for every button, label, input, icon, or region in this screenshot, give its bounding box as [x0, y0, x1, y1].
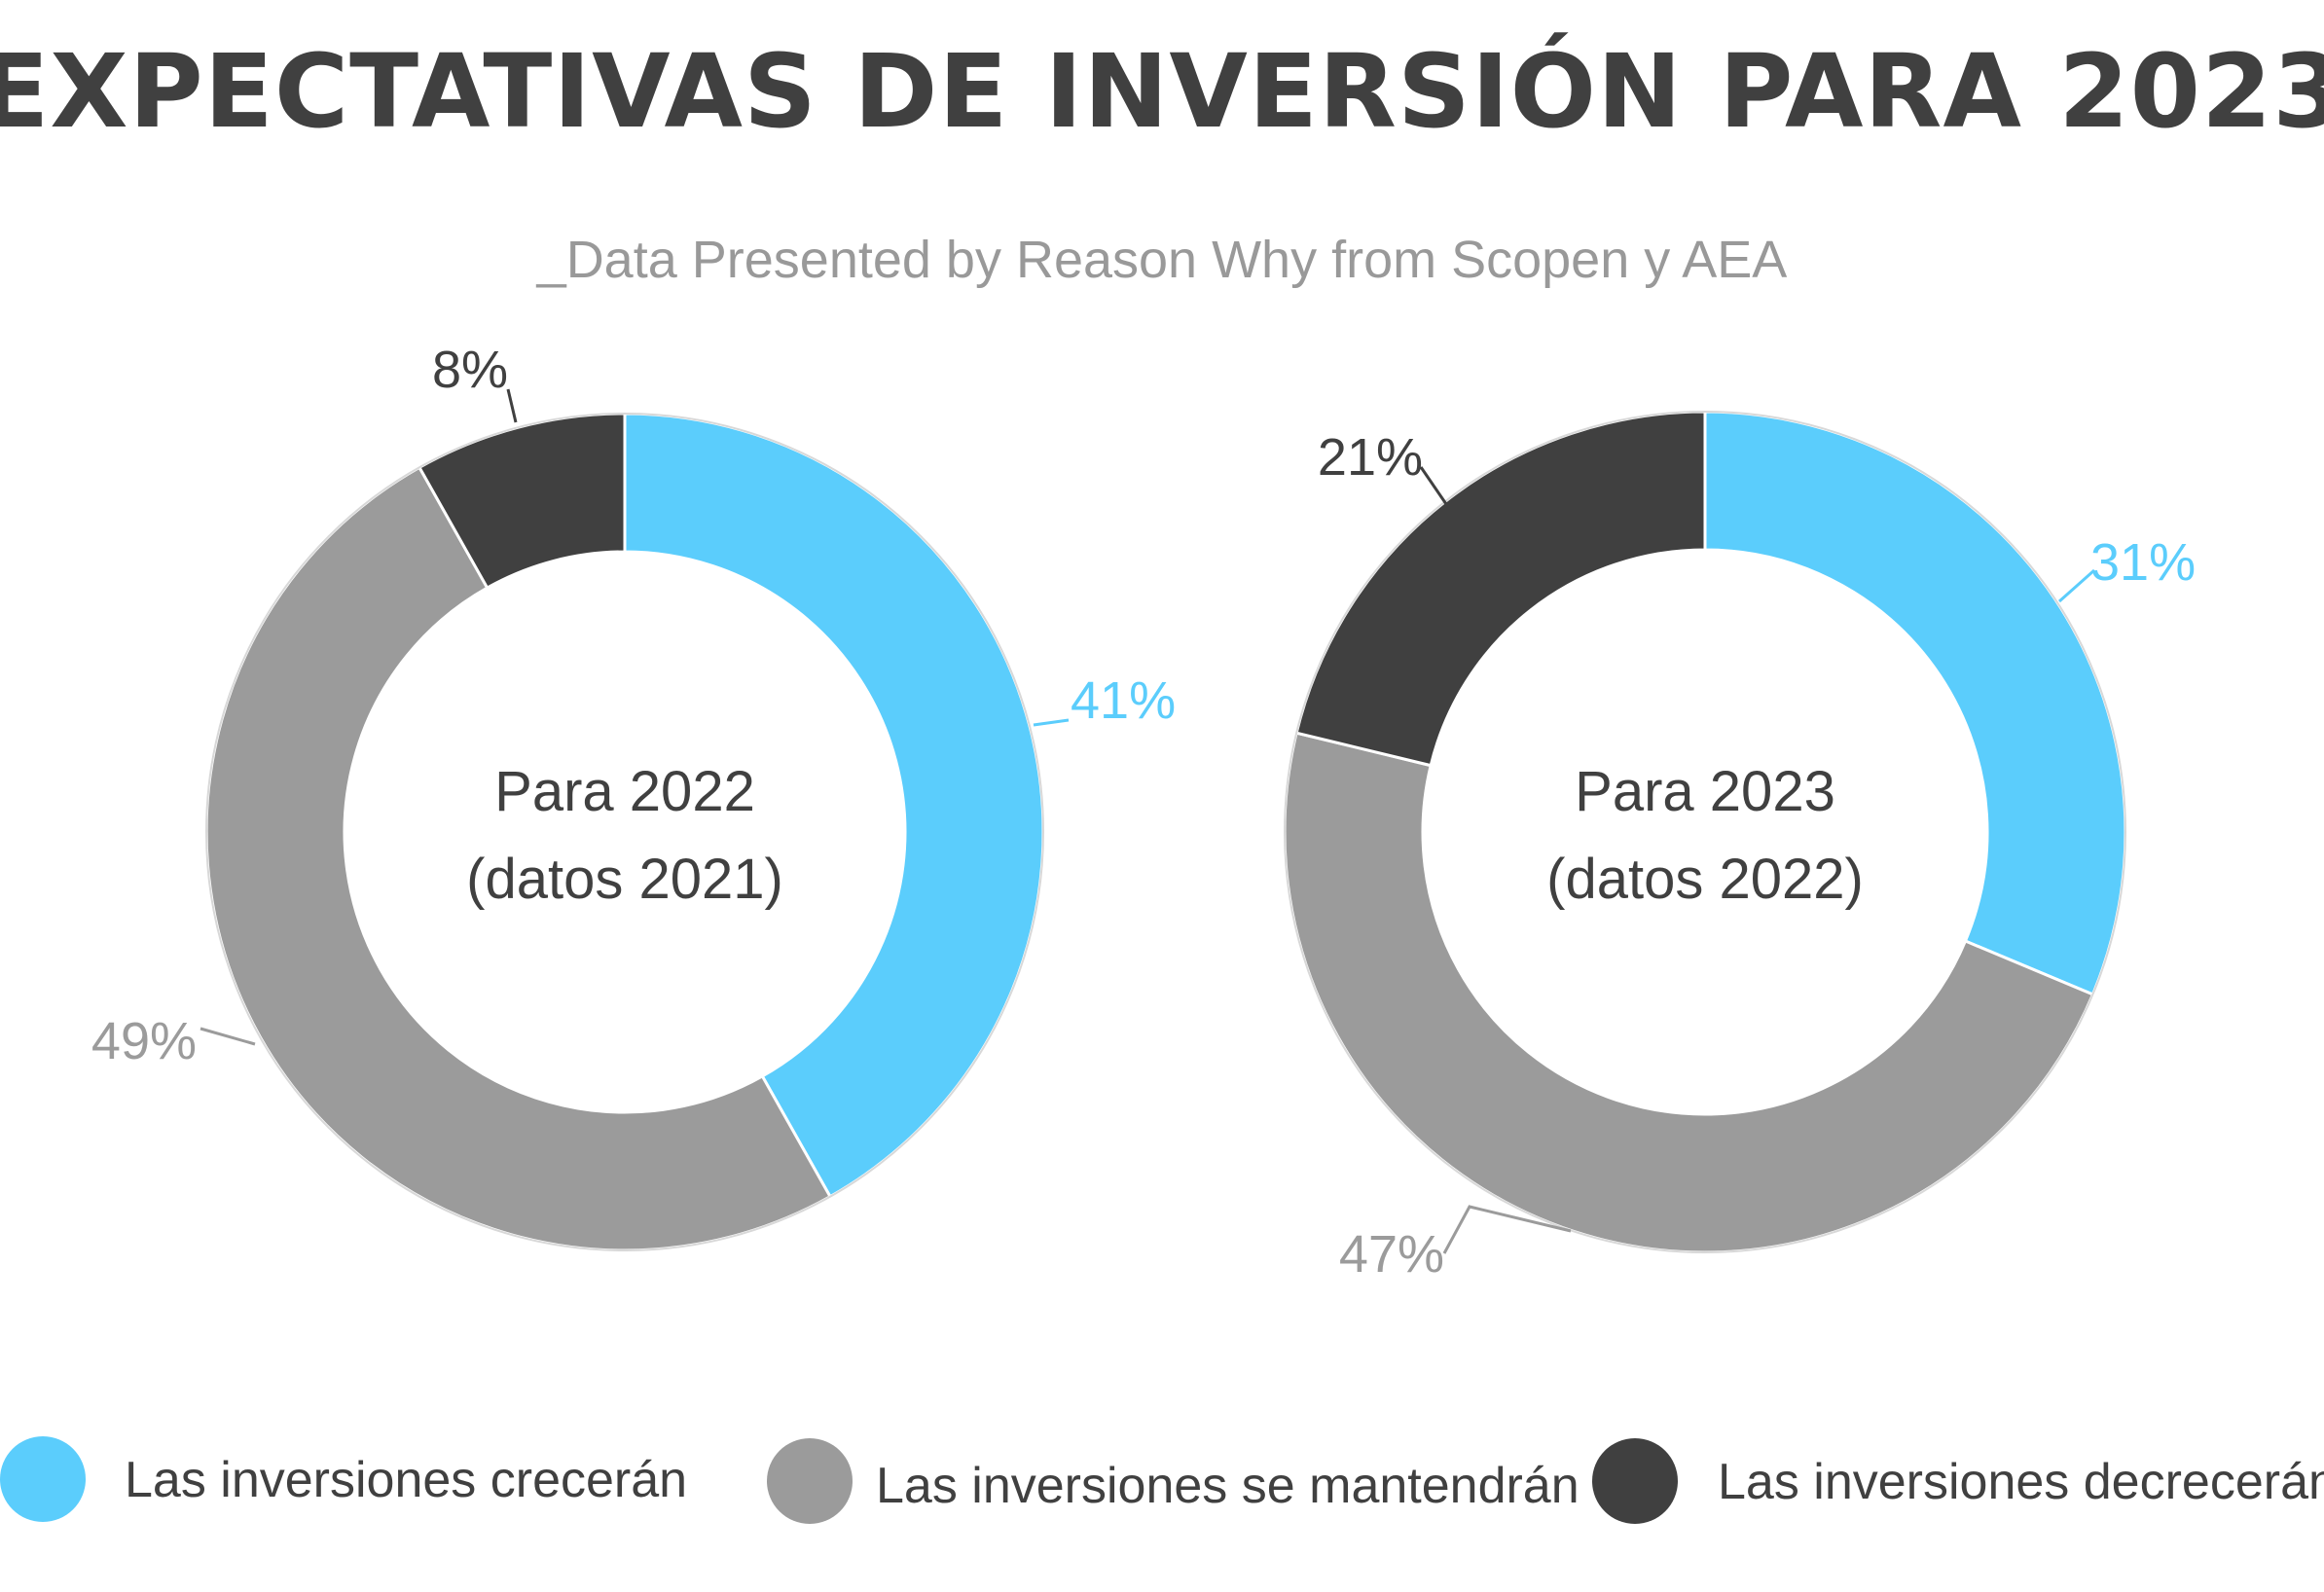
donut-1-leader-decrease: [506, 388, 518, 423]
legend-swatch-decrease: [1592, 1438, 1678, 1524]
legend: Las inversiones crecerán Las inversiones…: [0, 1436, 2324, 1524]
legend-item-maintain: Las inversiones se mantendrán: [767, 1438, 1580, 1524]
donut-2-leader-decrease: [1419, 466, 1448, 505]
legend-item-grow: Las inversiones crecerán: [0, 1436, 687, 1522]
donut-1-center-label-2: (datos 2021): [466, 848, 783, 911]
donut-2-leader-maintain: [1442, 1205, 1572, 1254]
donut-1-center-label-1: Para 2022: [494, 760, 755, 823]
donut-2-label-decrease: 21%: [1318, 428, 1423, 487]
donut-1-label-maintain: 49%: [91, 1012, 197, 1070]
legend-swatch-grow: [0, 1436, 86, 1522]
donut-2-center-label-2: (datos 2022): [1546, 848, 1864, 911]
donut-1-label-grow: 41%: [1071, 671, 1176, 730]
donut-chart-2: 31% 47% 21% Para 2023 (datos 2022): [1283, 410, 2196, 1284]
donut-1-label-decrease: 8%: [432, 341, 508, 399]
donut-2-label-grow: 31%: [2090, 533, 2196, 592]
donut-1-leader-grow: [1033, 718, 1070, 727]
chart-subtitle: _Data Presented by Reason Why from Scope…: [536, 231, 1788, 289]
legend-swatch-maintain: [767, 1438, 853, 1524]
legend-label-decrease: Las inversiones decrecerán: [1718, 1454, 2324, 1510]
legend-item-decrease: Las inversiones decrecerán: [1592, 1438, 2324, 1524]
donut-1-outline: [205, 413, 1044, 1251]
donut-2-center-label-1: Para 2023: [1575, 760, 1835, 823]
legend-label-maintain: Las inversiones se mantendrán: [876, 1458, 1580, 1514]
chart-title: EXPECTATIVAS DE INVERSIÓN PARA 2023: [0, 32, 2324, 151]
donut-1-leader-maintain: [200, 1027, 256, 1046]
donut-chart-1: 41% 49% 8% Para 2022 (datos 2021): [91, 341, 1176, 1252]
donut-2-label-maintain: 47%: [1339, 1225, 1444, 1284]
legend-label-grow: Las inversiones crecerán: [125, 1452, 687, 1508]
donut-2-leader-grow: [2058, 568, 2095, 603]
donut-2-outline: [1284, 411, 2126, 1253]
